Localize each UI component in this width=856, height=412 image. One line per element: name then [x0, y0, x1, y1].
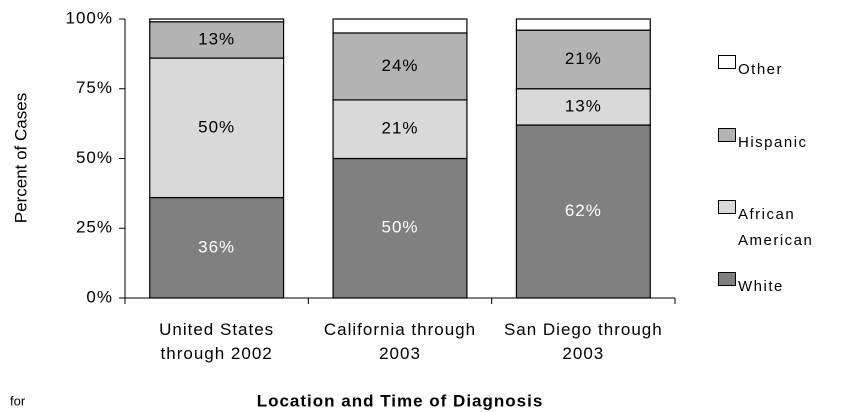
legend-swatch [718, 55, 736, 69]
value-label: 21% [381, 119, 418, 138]
bar-segment [515, 29, 651, 90]
legend-swatch [718, 200, 736, 214]
y-tick-label: 75% [76, 78, 113, 97]
y-tick-label: 100% [66, 8, 113, 27]
bar-segment [332, 32, 468, 101]
bar-segment [149, 21, 285, 59]
legend-swatch [718, 272, 736, 286]
bar-segment [332, 99, 468, 160]
value-label: 21% [565, 49, 602, 68]
y-axis-label: Percent of Cases [11, 93, 30, 223]
y-tick-label: 50% [76, 148, 113, 167]
annotation: for [10, 393, 26, 408]
y-tick-label: 0% [86, 287, 113, 306]
value-label: 36% [198, 237, 235, 256]
legend-label: African American [738, 206, 814, 249]
bar-segment [332, 157, 468, 299]
value-label: 24% [381, 56, 418, 75]
legend-swatch [718, 128, 736, 142]
bar-segment [149, 196, 285, 299]
x-axis-label: Location and Time of Diagnosis [257, 391, 544, 410]
bar-segment [149, 18, 285, 23]
legend-label: Other [738, 61, 784, 78]
x-tick-label: United States through 2002 [159, 320, 275, 363]
x-tick-label: San Diego through 2003 [503, 320, 663, 363]
legend-label: White [738, 278, 784, 295]
bar-segment [332, 18, 468, 34]
bar-segment [149, 57, 285, 199]
value-label: 62% [565, 201, 602, 220]
bar-segment [515, 124, 651, 299]
legend-label: Hispanic [738, 134, 808, 151]
y-tick-label: 25% [76, 218, 113, 237]
bar-segment [515, 18, 651, 31]
x-tick-label: California through 2003 [323, 320, 477, 363]
value-label: 50% [381, 218, 418, 237]
value-label: 13% [565, 96, 602, 115]
value-label: 13% [198, 29, 235, 48]
value-label: 50% [198, 117, 235, 136]
bar-segment [515, 88, 651, 126]
